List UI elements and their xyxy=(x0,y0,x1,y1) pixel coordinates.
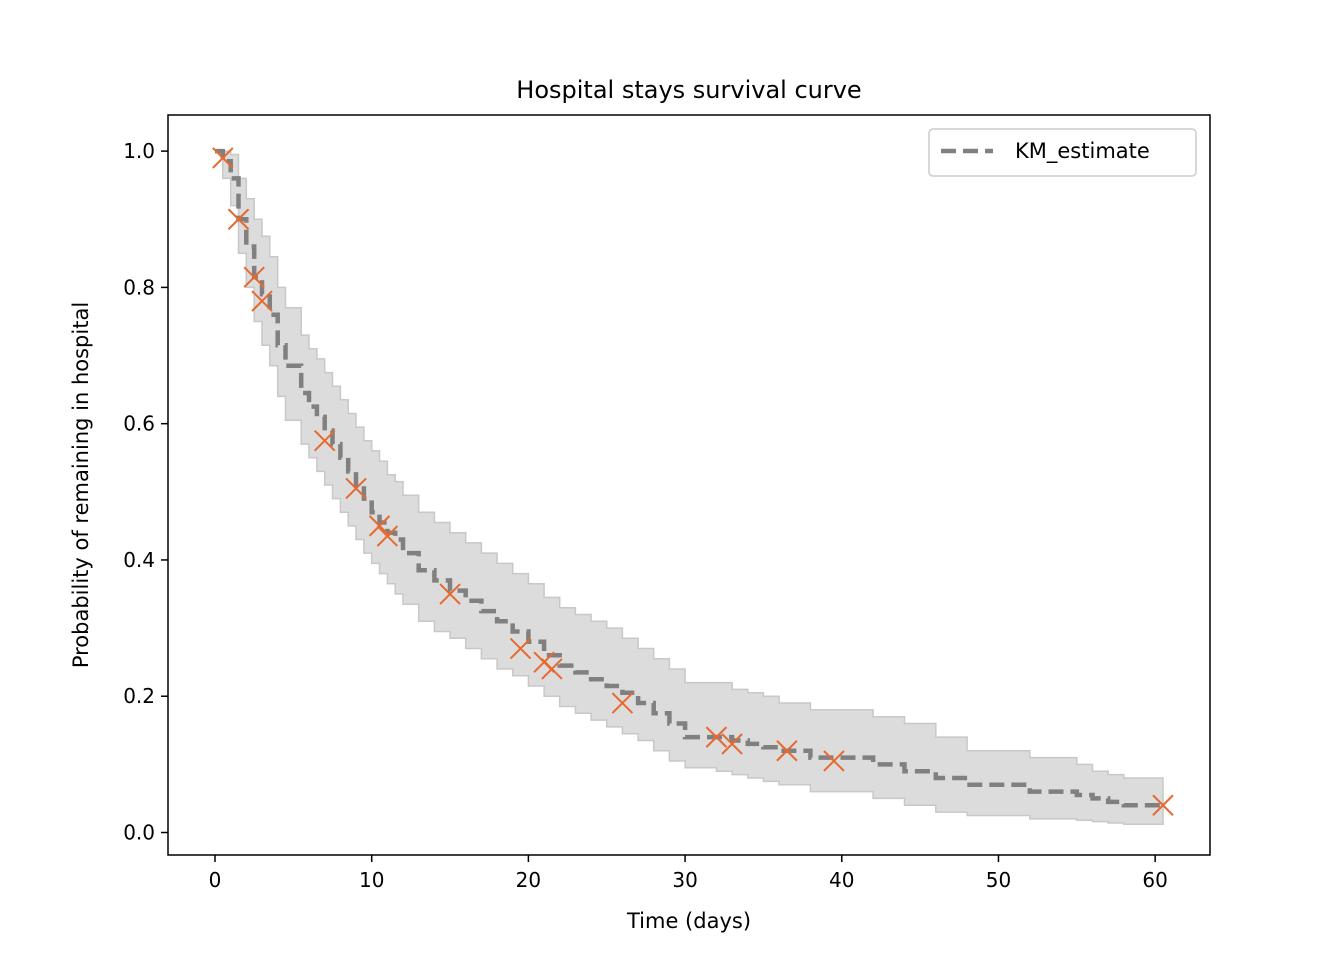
censor-marker-stroke xyxy=(705,726,728,748)
censor-marker-stroke xyxy=(1152,794,1174,816)
censor-marker-stroke xyxy=(376,525,399,547)
censor-marker xyxy=(1152,794,1174,816)
y-tick-label: 0.2 xyxy=(123,684,155,708)
y-tick-label: 0.4 xyxy=(123,548,155,572)
censor-marker xyxy=(212,147,234,169)
censor-marker xyxy=(509,637,532,660)
legend: KM_estimate xyxy=(928,128,1197,177)
censor-marker xyxy=(705,726,728,748)
censor-marker-stroke xyxy=(212,147,234,169)
censor-marker xyxy=(227,208,250,230)
censor-marker xyxy=(823,750,845,772)
censor-marker xyxy=(368,515,391,537)
ticks-layer: 0 10 20 30 40 50 60 0.0 0.2 0.4 0.6 0.8 1.0 xyxy=(123,139,1168,892)
x-tick-label: 20 xyxy=(516,868,541,892)
censor-marker xyxy=(541,658,563,680)
censor-marker xyxy=(243,266,265,288)
x-axis-label: Time (days) xyxy=(626,909,751,933)
censor-marker xyxy=(251,290,273,312)
y-tick-label: 0.8 xyxy=(123,275,155,299)
censor-marker-stroke xyxy=(243,266,265,288)
x-tick-label: 0 xyxy=(209,868,222,892)
censor-marker-stroke xyxy=(251,290,273,312)
censor-marker xyxy=(313,430,336,452)
censor-marker-stroke xyxy=(345,477,367,500)
plot-frame xyxy=(167,114,1211,856)
censor-marker xyxy=(776,740,798,762)
chart-title: Hospital stays survival curve xyxy=(516,76,861,104)
x-tick-label: 40 xyxy=(829,868,854,892)
censor-marker xyxy=(721,733,743,755)
censor-marker-stroke xyxy=(541,658,563,680)
censor-marker-stroke xyxy=(721,733,743,755)
y-tick-label: 1.0 xyxy=(123,139,155,163)
y-axis-label: Probability of remaining in hospital xyxy=(69,302,93,668)
x-tick-label: 30 xyxy=(672,868,697,892)
censor-marker-stroke xyxy=(823,750,845,772)
censor-marker xyxy=(376,525,399,547)
censor-marker xyxy=(611,692,634,714)
plot-layer xyxy=(212,147,1174,826)
censor-marker-stroke xyxy=(509,637,532,660)
censor-marker-stroke xyxy=(776,740,798,762)
x-tick-label: 60 xyxy=(1142,868,1167,892)
x-tick-label: 50 xyxy=(986,868,1011,892)
y-tick-label: 0.6 xyxy=(123,412,155,436)
x-tick-label: 10 xyxy=(359,868,384,892)
legend-box xyxy=(928,128,1197,177)
censor-marker-stroke xyxy=(439,583,461,605)
confidence-band xyxy=(215,150,1164,826)
censor-marker xyxy=(439,583,461,605)
y-tick-label: 0.0 xyxy=(123,821,155,845)
censor-marker xyxy=(345,477,367,500)
legend-label-km-estimate: KM_estimate xyxy=(1015,139,1150,164)
censor-marker-stroke xyxy=(313,430,336,452)
censor-marker-stroke xyxy=(368,515,391,537)
censor-marker-stroke xyxy=(227,208,250,230)
censor-marker-stroke xyxy=(611,692,634,714)
